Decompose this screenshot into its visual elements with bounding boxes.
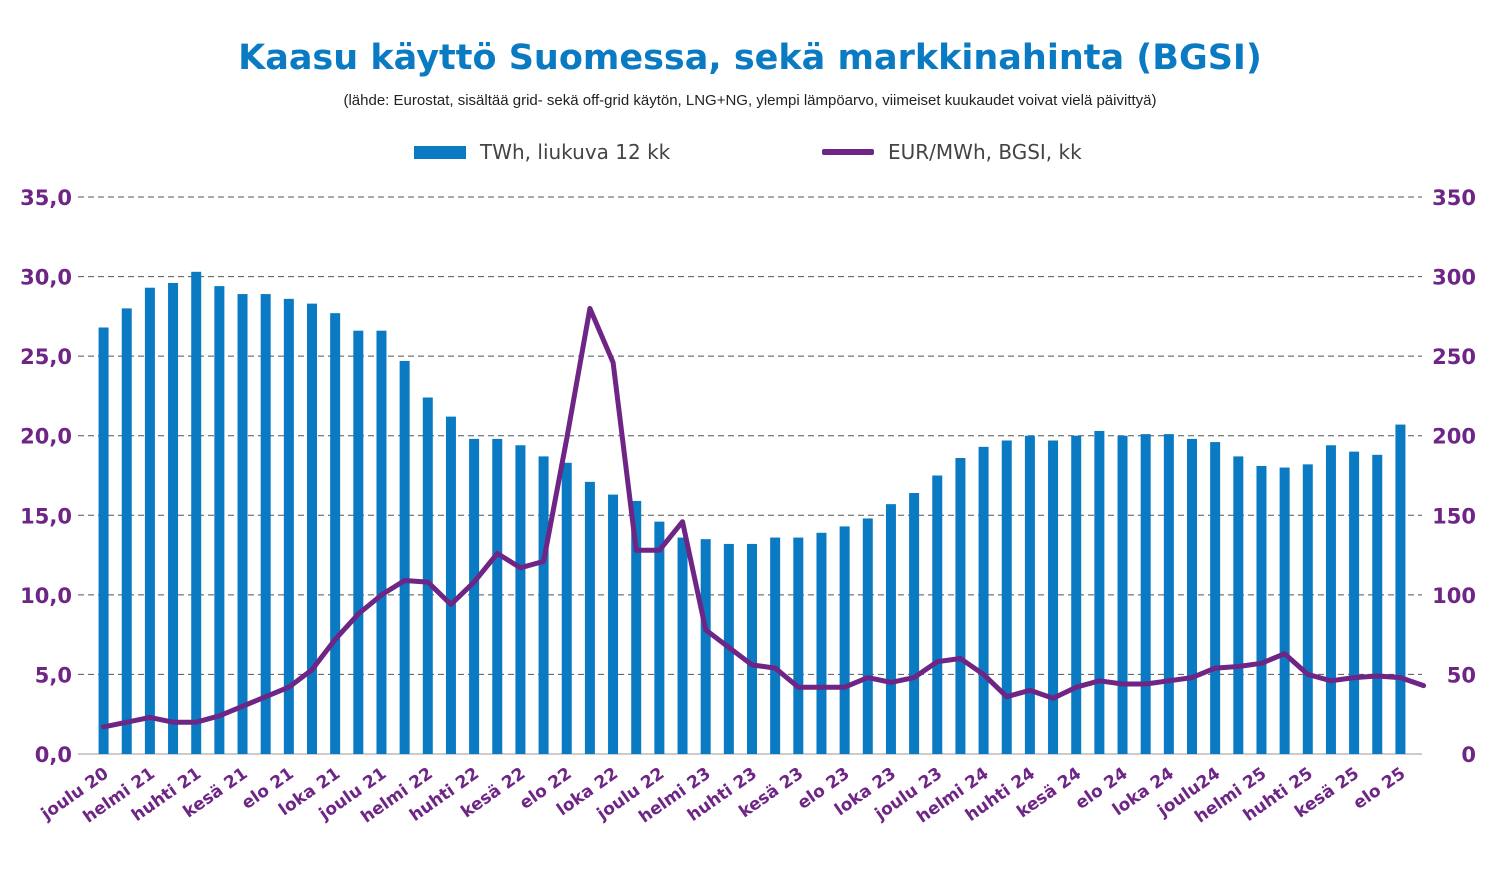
bar	[1094, 430, 1105, 754]
bar	[538, 456, 549, 754]
right-tick-label: 0	[1461, 743, 1476, 767]
bar	[1233, 456, 1244, 754]
bar	[677, 537, 688, 754]
left-tick-label: 20,0	[20, 425, 72, 449]
bar	[214, 286, 225, 754]
chart-title: Kaasu käyttö Suomessa, sekä markkinahint…	[238, 38, 1262, 78]
bar	[144, 287, 155, 754]
bar	[561, 462, 572, 754]
bar	[955, 457, 966, 754]
bar	[307, 303, 317, 754]
legend-swatch-line	[822, 149, 874, 155]
right-axis-ticks: 0 50 100 150 200 250 300 350	[1432, 186, 1476, 767]
bar	[839, 526, 850, 754]
bar	[608, 494, 619, 754]
bar	[469, 438, 480, 754]
right-tick-label: 50	[1447, 663, 1476, 687]
right-tick-label: 150	[1432, 504, 1476, 528]
bar	[816, 532, 827, 754]
left-tick-label: 15,0	[20, 504, 72, 528]
bar	[237, 294, 248, 754]
bar	[445, 416, 456, 754]
bar	[747, 543, 757, 754]
bar	[399, 360, 410, 754]
bar	[1048, 440, 1059, 754]
left-tick-label: 10,0	[20, 584, 72, 608]
bar	[1024, 435, 1035, 754]
legend-label-bars: TWh, liukuva 12 kk	[480, 140, 671, 164]
bar	[1302, 464, 1313, 754]
bar	[1372, 454, 1383, 754]
bar	[422, 397, 433, 754]
bar	[1395, 424, 1406, 754]
left-tick-label: 25,0	[20, 345, 72, 369]
legend-swatch-bars	[414, 145, 466, 159]
right-tick-label: 250	[1432, 345, 1476, 369]
bar	[862, 518, 873, 754]
bar	[885, 504, 896, 754]
bar	[700, 539, 711, 754]
line-series	[101, 305, 1427, 730]
bar	[1210, 442, 1221, 754]
left-tick-label: 30,0	[20, 266, 72, 290]
bar	[978, 446, 989, 754]
left-tick-label: 0,0	[35, 743, 72, 767]
legend: TWh, liukuva 12 kk EUR/MWh, BGSI, kk	[0, 140, 1500, 170]
bar	[1163, 434, 1174, 754]
bar	[1117, 435, 1128, 754]
bar	[283, 298, 294, 754]
left-tick-label: 5,0	[35, 663, 72, 687]
bar	[1001, 440, 1012, 754]
bar	[1187, 438, 1197, 754]
x-tick-label: elo 25	[1350, 764, 1409, 814]
bar	[1279, 467, 1290, 754]
right-tick-label: 350	[1432, 186, 1476, 210]
bar	[121, 308, 132, 754]
legend-item-bars: TWh, liukuva 12 kk	[414, 140, 670, 164]
bar	[98, 327, 109, 754]
bar	[376, 330, 387, 754]
bar	[191, 271, 202, 754]
right-tick-label: 100	[1432, 584, 1476, 608]
bar	[932, 475, 943, 754]
bar	[330, 313, 341, 754]
bar	[770, 537, 781, 754]
bar	[1325, 445, 1336, 754]
bar	[492, 438, 503, 754]
bar	[1349, 451, 1360, 754]
bar	[584, 481, 595, 754]
right-tick-label: 300	[1432, 266, 1476, 290]
bar	[654, 521, 665, 754]
bar	[1071, 435, 1082, 754]
bar	[631, 500, 642, 754]
bar	[909, 493, 920, 754]
bar	[260, 294, 271, 754]
legend-label-line: EUR/MWh, BGSI, kk	[888, 140, 1082, 164]
bar	[353, 330, 364, 754]
price-line	[101, 305, 1427, 730]
bar	[168, 282, 179, 754]
bar-series	[98, 271, 1406, 754]
legend-item-line: EUR/MWh, BGSI, kk	[822, 140, 1082, 164]
bar	[1256, 465, 1267, 754]
chart-subtitle: (lähde: Eurostat, sisältää grid- sekä of…	[343, 92, 1157, 109]
bar	[793, 537, 804, 754]
left-axis-ticks: 0,0 5,0 10,0 15,0 20,0 25,0 30,0 35,0	[20, 186, 72, 767]
bar	[1140, 434, 1151, 754]
bar	[515, 445, 526, 754]
right-tick-label: 200	[1432, 425, 1476, 449]
left-tick-label: 35,0	[20, 186, 72, 210]
